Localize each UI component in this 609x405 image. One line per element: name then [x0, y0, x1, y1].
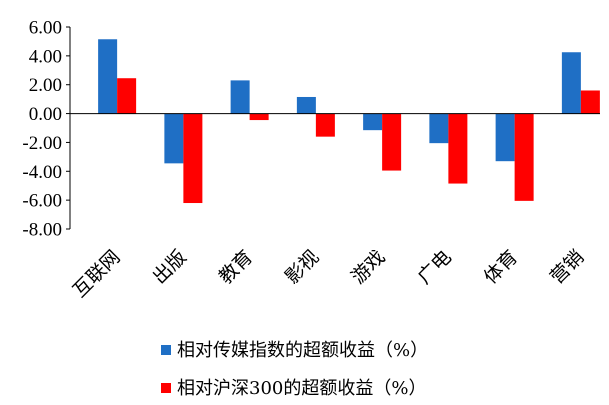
legend-swatch — [161, 345, 171, 355]
bar-media-index-2 — [164, 113, 184, 164]
legend-label: 相对沪深300的超额收益（%） — [177, 378, 426, 399]
bars — [98, 39, 600, 204]
y-tick-label: 4.00 — [29, 46, 62, 67]
y-tick-label: -6.00 — [22, 191, 62, 212]
y-tick-label: -4.00 — [22, 162, 62, 183]
category-label: 广电 — [413, 246, 455, 288]
category-label: 体育 — [480, 246, 522, 288]
legend: 相对传媒指数的超额收益（%） 相对沪深300的超额收益（%） — [161, 340, 428, 399]
bar-media-index-7 — [495, 113, 515, 162]
bar-hs300-8 — [580, 90, 600, 114]
category-label: 出版 — [148, 246, 190, 288]
bar-hs300-1 — [117, 78, 137, 114]
bar-media-index-1 — [98, 39, 118, 114]
y-tick-label: 0.00 — [29, 104, 62, 125]
category-label: 影视 — [281, 246, 323, 288]
bar-media-index-4 — [296, 96, 316, 114]
category-label: 教育 — [215, 246, 257, 288]
category-label: 营销 — [546, 246, 588, 288]
bar-hs300-6 — [448, 113, 468, 184]
category-labels: 互联网 出版 教育 影视 游戏 广电 体育 营销 — [69, 246, 589, 302]
y-tick-label: 2.00 — [29, 75, 62, 96]
category-label: 互联网 — [69, 246, 125, 302]
bar-hs300-5 — [382, 113, 402, 171]
bar-media-index-3 — [230, 80, 250, 114]
bar-media-index-8 — [561, 52, 581, 114]
y-tick-label: 6.00 — [29, 18, 62, 39]
y-tick-label: -2.00 — [22, 133, 62, 154]
bar-hs300-3 — [249, 113, 269, 121]
bar-hs300-7 — [514, 113, 534, 201]
bar-media-index-6 — [429, 113, 449, 144]
y-axis: 6.00 4.00 2.00 0.00 -2.00 -4.00 -6.00 -8.00 — [22, 18, 71, 241]
legend-label: 相对传媒指数的超额收益（%） — [177, 340, 428, 361]
category-label: 游戏 — [347, 246, 389, 288]
bar-media-index-5 — [363, 113, 383, 131]
bar-hs300-4 — [315, 113, 335, 137]
bar-hs300-2 — [183, 113, 203, 204]
legend-swatch — [161, 383, 171, 393]
y-tick-label: -8.00 — [22, 220, 62, 241]
